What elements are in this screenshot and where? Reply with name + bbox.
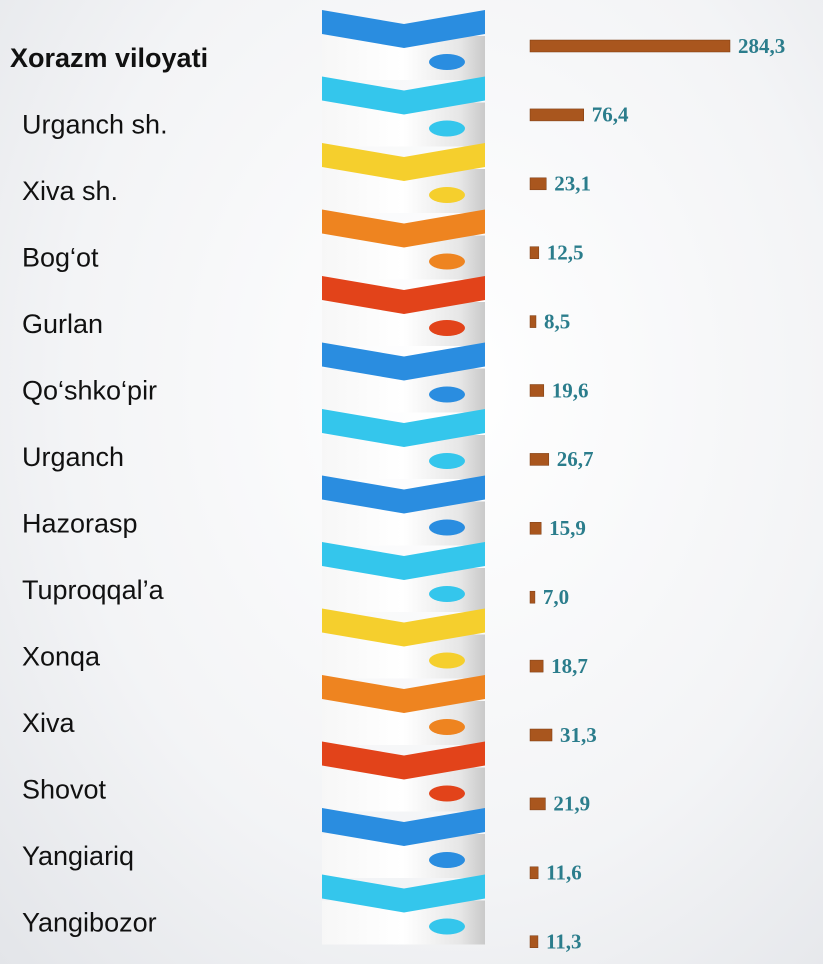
category-label: Xiva	[22, 708, 76, 738]
category-label: Urganch	[22, 442, 124, 472]
value-label: 19,6	[552, 378, 589, 402]
value-label: 8,5	[544, 309, 570, 333]
bar	[529, 177, 547, 191]
bar	[529, 315, 537, 328]
ribbon-dot	[429, 719, 465, 735]
value-label: 76,4	[592, 103, 629, 127]
ribbon-dot	[429, 785, 465, 802]
ribbon-band	[322, 209, 485, 248]
ribbon-band	[322, 143, 485, 181]
category-label: Xiva sh.	[22, 176, 118, 206]
ribbon-band	[322, 475, 485, 514]
ribbon-dot	[429, 54, 465, 70]
bar	[529, 935, 539, 948]
category-label: Xonqa	[22, 642, 101, 672]
bar	[529, 108, 584, 122]
bar	[529, 246, 540, 259]
ribbon-band	[322, 342, 485, 381]
ribbon-band	[322, 808, 485, 846]
bar	[529, 797, 546, 811]
value-label: 31,3	[560, 723, 597, 747]
ribbon-band	[322, 542, 485, 580]
value-label: 11,3	[546, 930, 582, 954]
value-label: 15,9	[549, 516, 586, 540]
ribbon-band	[322, 874, 485, 913]
category-label: Xorazm viloyati	[10, 43, 208, 73]
ribbon-band	[322, 76, 485, 115]
bar	[529, 522, 542, 535]
ribbon-dot	[429, 253, 465, 270]
ribbon-dot	[429, 586, 465, 602]
value-label: 12,5	[547, 241, 584, 265]
ribbon-dot	[429, 519, 465, 536]
bar	[529, 728, 553, 742]
ribbon-band	[322, 675, 485, 713]
ribbon-dot	[429, 320, 465, 336]
bar	[529, 659, 544, 673]
ribbon-band	[322, 741, 485, 780]
value-label: 7,0	[543, 585, 569, 609]
bar	[529, 453, 550, 466]
category-label: Tuproqqal’a	[22, 575, 165, 605]
category-label: Qo‘shko‘pir	[22, 376, 157, 406]
ribbon-dot	[429, 386, 465, 403]
value-label: 11,6	[546, 861, 582, 885]
bar	[529, 866, 539, 880]
category-label: Bog‘ot	[22, 243, 99, 273]
category-label: Urganch sh.	[22, 110, 168, 140]
ribbon-dot	[429, 120, 465, 137]
bar	[529, 39, 731, 53]
ribbon-band	[322, 10, 485, 48]
category-label: Hazorasp	[22, 509, 138, 539]
ribbon-band	[322, 276, 485, 314]
value-label: 26,7	[557, 447, 594, 471]
category-label: Yangiariq	[22, 841, 134, 871]
category-label: Shovot	[22, 775, 107, 805]
category-label: Yangibozor	[22, 908, 157, 938]
ribbon-band	[322, 409, 485, 447]
value-label: 18,7	[551, 654, 588, 678]
value-label: 21,9	[553, 792, 590, 816]
value-label: 284,3	[738, 34, 785, 58]
ribbon-band	[322, 608, 485, 647]
bar	[529, 384, 545, 397]
ribbon-dot	[429, 187, 465, 203]
ribbon-dot	[429, 453, 465, 469]
ribbon-dot	[429, 852, 465, 868]
ribbon-dot	[429, 918, 465, 935]
category-label: Gurlan	[22, 309, 103, 339]
ribbon-dot	[429, 652, 465, 669]
bar	[529, 590, 536, 604]
value-label: 23,1	[554, 172, 591, 196]
